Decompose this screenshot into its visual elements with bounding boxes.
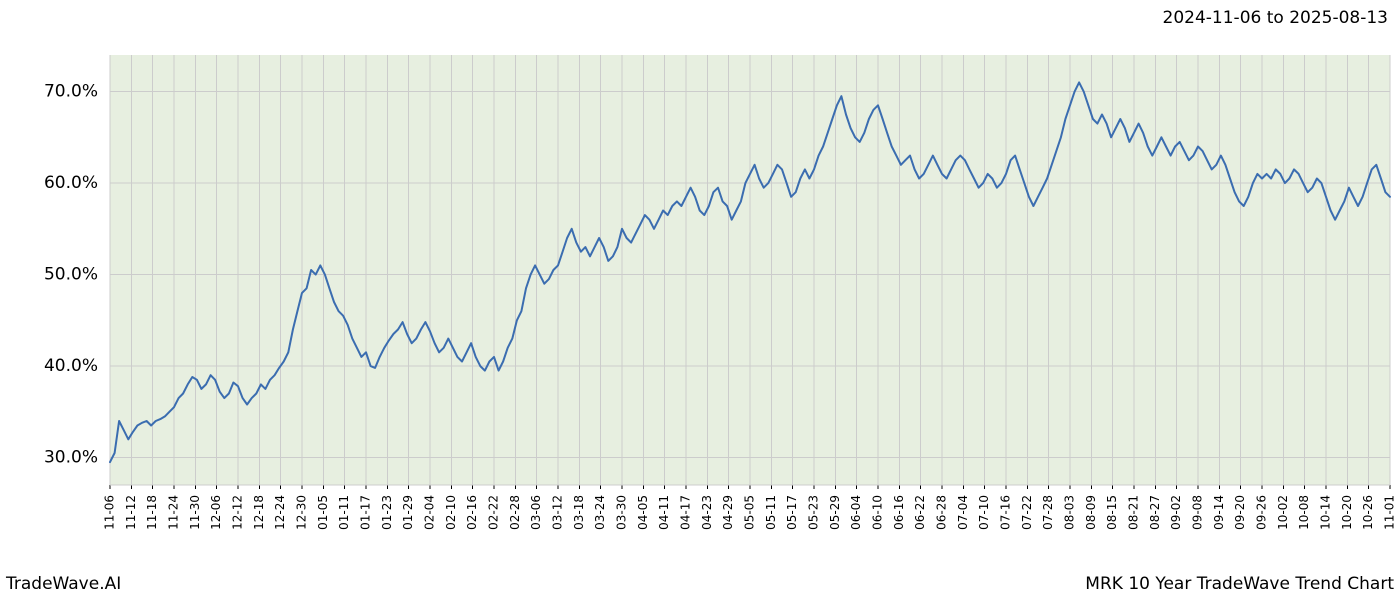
x-tick-label: 08-09	[1084, 495, 1098, 530]
x-tick-label: 12-18	[252, 495, 266, 530]
chart-container: 2024-11-06 to 2025-08-13 30.0% 40.0% 50.0%…	[0, 0, 1400, 600]
x-tick-label: 04-05	[636, 495, 650, 530]
x-tick-label: 03-18	[572, 495, 586, 530]
x-tick-label: 09-20	[1233, 495, 1247, 530]
x-tick-label: 05-11	[764, 495, 778, 530]
x-tick-label: 06-04	[849, 495, 863, 530]
footer-brand: TradeWave.AI	[6, 574, 121, 594]
x-tick-label: 12-12	[231, 495, 245, 530]
x-tick-label: 12-24	[273, 495, 287, 530]
x-tick-label: 08-21	[1127, 495, 1141, 530]
y-tick-label: 60.0%	[44, 173, 98, 193]
date-range-label: 2024-11-06 to 2025-08-13	[1163, 8, 1388, 28]
x-tick-label: 01-23	[380, 495, 394, 530]
x-tick-label: 11-01	[1383, 495, 1397, 530]
x-tick-label: 03-30	[615, 495, 629, 530]
x-tick-label: 02-10	[444, 495, 458, 530]
x-tick-label: 01-11	[337, 495, 351, 530]
x-tick-label: 06-28	[935, 495, 949, 530]
x-tick-label: 07-28	[1041, 495, 1055, 530]
x-tick-label: 11-06	[103, 495, 117, 530]
x-tick-label: 04-29	[721, 495, 735, 530]
x-tick-label: 04-23	[700, 495, 714, 530]
x-tick-label: 07-16	[999, 495, 1013, 530]
x-tick-label: 10-08	[1297, 495, 1311, 530]
x-tick-label: 11-24	[167, 495, 181, 530]
x-tick-label: 09-14	[1212, 495, 1226, 530]
x-tick-label: 06-16	[892, 495, 906, 530]
x-tick-label: 03-06	[529, 495, 543, 530]
x-tick-label: 12-30	[295, 495, 309, 530]
x-tick-label: 07-10	[977, 495, 991, 530]
x-tick-label: 10-02	[1276, 495, 1290, 530]
x-tick-label: 05-23	[807, 495, 821, 530]
x-tick-label: 10-14	[1319, 495, 1333, 530]
y-tick-label: 40.0%	[44, 356, 98, 376]
x-tick-label: 02-16	[465, 495, 479, 530]
x-tick-label: 08-27	[1148, 495, 1162, 530]
y-tick-label: 70.0%	[44, 82, 98, 102]
x-tick-label: 11-18	[145, 495, 159, 530]
x-tick-label: 08-15	[1105, 495, 1119, 530]
x-tick-label: 01-29	[401, 495, 415, 530]
y-tick-label: 30.0%	[44, 448, 98, 468]
trend-chart: 30.0% 40.0% 50.0% 60.0% 70.0% 11-06 11-12 11-18…	[0, 0, 1400, 600]
x-tick-label: 02-28	[508, 495, 522, 530]
x-tick-label: 12-06	[209, 495, 223, 530]
x-tick-label: 07-04	[956, 495, 970, 530]
x-tick-label: 01-17	[359, 495, 373, 530]
x-tick-label: 10-26	[1361, 495, 1375, 530]
x-tick-label: 08-03	[1063, 495, 1077, 530]
x-tick-label: 09-02	[1169, 495, 1183, 530]
x-tick-label: 05-05	[743, 495, 757, 530]
x-tick-label: 07-22	[1020, 495, 1034, 530]
x-tick-label: 11-30	[188, 495, 202, 530]
x-tick-label: 06-22	[913, 495, 927, 530]
x-tick-label: 01-05	[316, 495, 330, 530]
x-tick-label: 05-17	[785, 495, 799, 530]
x-tick-label: 03-12	[551, 495, 565, 530]
x-tick-label: 03-24	[593, 495, 607, 530]
x-tick-label: 02-04	[423, 495, 437, 530]
x-tick-label: 04-17	[679, 495, 693, 530]
x-tick-label: 09-26	[1255, 495, 1269, 530]
x-tick-label: 02-22	[487, 495, 501, 530]
x-tick-label: 04-11	[657, 495, 671, 530]
x-tick-label: 05-29	[828, 495, 842, 530]
footer-title: MRK 10 Year TradeWave Trend Chart	[1085, 574, 1394, 594]
x-tick-label: 06-10	[871, 495, 885, 530]
x-tick-label: 09-08	[1191, 495, 1205, 530]
y-tick-label: 50.0%	[44, 265, 98, 285]
x-tick-label: 10-20	[1340, 495, 1354, 530]
x-tick-label: 11-12	[124, 495, 138, 530]
